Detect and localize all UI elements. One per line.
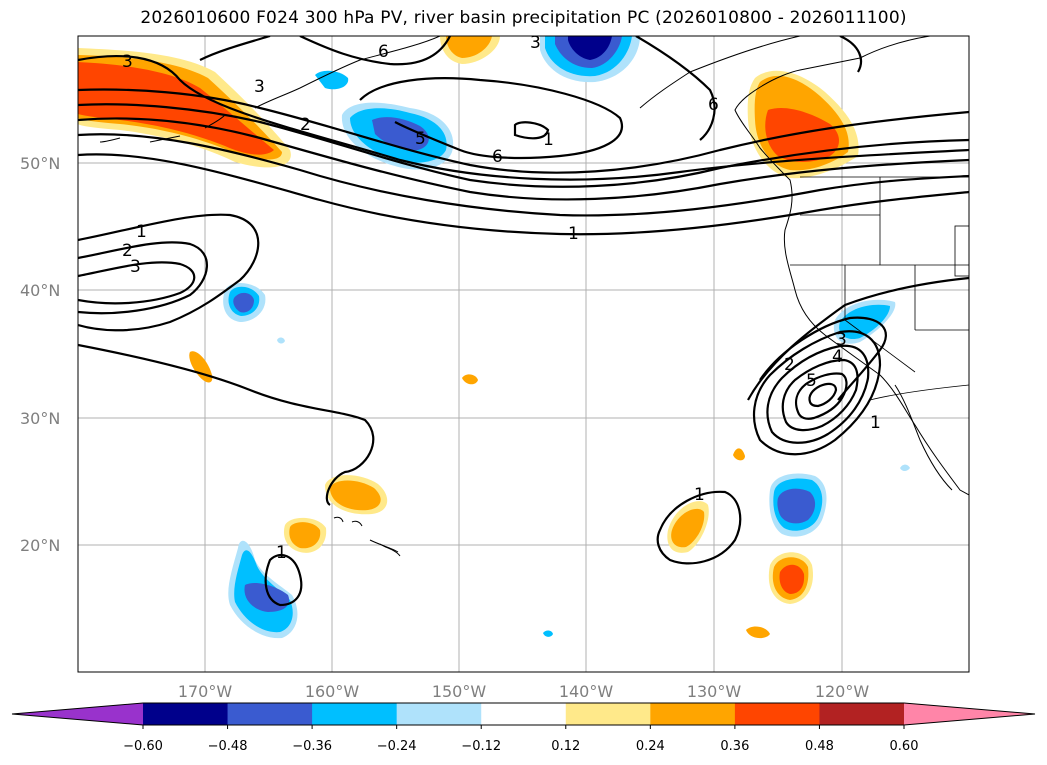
contour-label: 3: [254, 77, 265, 97]
colorbar-bin: [396, 703, 482, 725]
colorbar-tick-label: −0.24: [377, 739, 417, 754]
colorbar-tick-label: 0.36: [720, 739, 749, 754]
colorbar: −0.60 −0.48 −0.36 −0.24 −0.12 0.12 0.24 0.36 0.4…: [11, 702, 1036, 754]
colorbar-tick-label: 0.12: [551, 739, 580, 754]
lon-label-170w: 170°W: [178, 682, 233, 701]
colorbar-bin: [227, 703, 313, 725]
contour-label: 6: [492, 147, 503, 167]
contour-label: 1: [543, 130, 554, 150]
lon-label-120w: 120°W: [815, 682, 870, 701]
colorbar-extend-max: [904, 703, 1035, 725]
colorbar-bin: [143, 703, 229, 725]
lat-label-30n: 30°N: [20, 409, 60, 428]
colorbar-tick-label: −0.12: [461, 739, 501, 754]
contour-label: 3: [530, 33, 541, 53]
colorbar-bin: [312, 703, 398, 725]
contour-label: 2: [784, 355, 795, 375]
colorbar-bin: [565, 703, 651, 725]
lon-label-160w: 160°W: [305, 682, 360, 701]
colorbar-bin: [650, 703, 736, 725]
colorbar-tick-label: 0.48: [805, 739, 834, 754]
contour-label: 3: [836, 330, 847, 350]
colorbar-tick-label: −0.60: [123, 739, 163, 754]
lat-label-40n: 40°N: [20, 281, 60, 300]
colorbar-tick-label: −0.48: [208, 739, 248, 754]
lon-label-150w: 150°W: [432, 682, 487, 701]
contour-label: 6: [708, 95, 719, 115]
lat-label-50n: 50°N: [20, 154, 60, 173]
longitude-labels: 170°W 160°W 150°W 140°W 130°W 120°W: [178, 682, 870, 701]
contour-label: 5: [806, 371, 817, 391]
colorbar-bin: [481, 703, 567, 725]
latitude-labels: 50°N 40°N 30°N 20°N: [20, 154, 60, 555]
contour-label: 2: [300, 115, 311, 135]
contour-label: 3: [130, 257, 141, 277]
contour-label: 6: [378, 42, 389, 62]
lon-label-130w: 130°W: [687, 682, 742, 701]
colorbar-bin: [819, 703, 905, 725]
colorbar-bin: [734, 703, 820, 725]
contour-label: 1: [694, 485, 705, 505]
precip-shading: [78, 36, 910, 639]
colorbar-tick-label: 0.24: [636, 739, 665, 754]
contour-label: 1: [276, 543, 287, 563]
coastlines: [99, 36, 969, 557]
contour-label: 3: [122, 52, 133, 72]
contour-label: 5: [415, 129, 426, 149]
contour-label: 4: [832, 347, 843, 367]
colorbar-extend-min: [12, 703, 143, 725]
contour-label: 1: [870, 413, 881, 433]
map-title: 2026010600 F024 300 hPa PV, river basin …: [140, 8, 907, 28]
colorbar-tick-label: 0.60: [890, 739, 919, 754]
lon-label-140w: 140°W: [559, 682, 614, 701]
lat-label-20n: 20°N: [20, 536, 60, 555]
contour-label: 2: [122, 241, 133, 261]
contour-label: 1: [568, 224, 579, 244]
colorbar-tick-label: −0.36: [292, 739, 332, 754]
contour-labels: 3 6 3 3 6 2 5 1 6 1 1 2 3 3 2 4 5 1 1 1: [122, 33, 881, 563]
map-frame: [77, 35, 970, 673]
pv-contours: [78, 36, 969, 607]
contour-label: 1: [136, 222, 147, 242]
